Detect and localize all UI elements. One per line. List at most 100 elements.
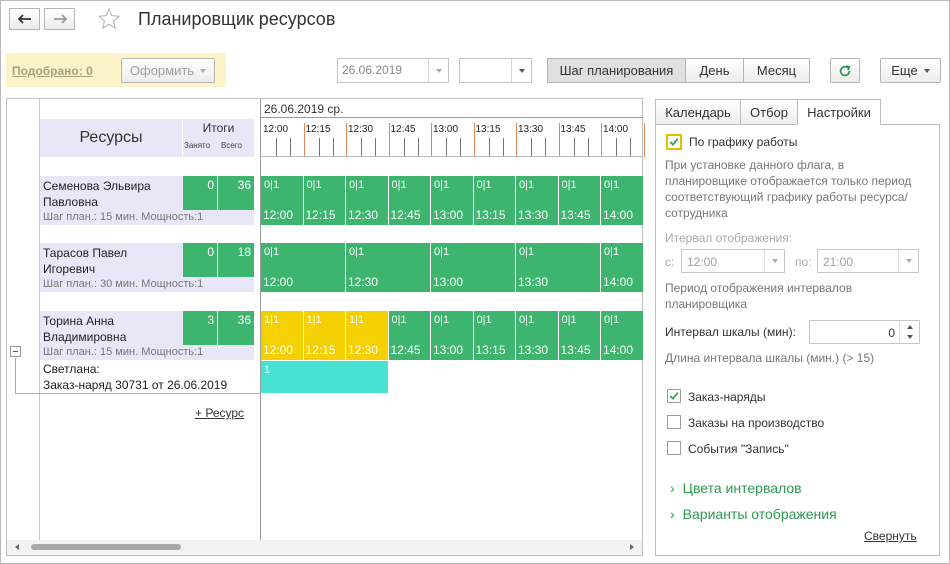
scroll-right-icon[interactable] — [630, 544, 634, 550]
order-interval-value: 1 — [264, 364, 271, 376]
time-tick-label: 14:00 — [603, 124, 629, 135]
time-slot[interactable]: 1|1 12:00 — [261, 311, 303, 360]
scale-input[interactable]: 0 — [809, 320, 920, 344]
tab-calendar[interactable]: Календарь — [655, 99, 741, 125]
total-count: 36 — [218, 311, 254, 345]
star-icon[interactable] — [97, 7, 121, 31]
more-button-label: Еще — [891, 63, 918, 78]
more-button[interactable]: Еще — [880, 58, 941, 83]
totals-title: Итоги — [202, 121, 235, 135]
slot-capacity: 0|1 — [604, 314, 620, 326]
resource-name[interactable]: Тарасов Павел Игоревич — [40, 243, 183, 277]
selected-count-link[interactable]: Подобрано: 0 — [12, 64, 93, 78]
from-time-input[interactable]: 12:00 — [681, 249, 785, 273]
forward-button[interactable] — [44, 8, 75, 30]
time-slot[interactable]: 0|1 13:30 — [516, 243, 600, 292]
time-slot[interactable]: 0|1 13:15 — [473, 311, 515, 360]
time-slot[interactable]: 0|1 14:00 — [601, 176, 643, 225]
option-checkbox[interactable] — [667, 415, 681, 429]
time-slot[interactable]: 0|1 13:15 — [473, 176, 515, 225]
scroll-left-icon[interactable] — [15, 544, 19, 550]
chevron-down-icon — [200, 68, 207, 73]
time-slot[interactable]: 0|1 13:00 — [431, 311, 473, 360]
scale-spinner[interactable] — [899, 321, 919, 343]
date-dropdown-button[interactable] — [428, 59, 448, 82]
chevron-up-icon[interactable] — [907, 325, 913, 329]
slot-capacity: 0|1 — [561, 179, 577, 191]
time-tick-major — [431, 123, 432, 157]
time-slot[interactable]: 0|1 13:00 — [431, 176, 473, 225]
resource-name[interactable]: Торина Анна Владимировна — [40, 311, 183, 345]
tab-filter[interactable]: Отбор — [740, 99, 798, 125]
slot-capacity: 0|1 — [519, 314, 535, 326]
time-slot[interactable]: 0|1 14:00 — [601, 243, 643, 292]
time-slot[interactable]: 0|1 13:30 — [516, 311, 558, 360]
time-tick-minor — [417, 138, 419, 157]
slot-time: 12:00 — [263, 275, 294, 289]
time-slot[interactable]: 0|1 13:45 — [558, 311, 600, 360]
back-button[interactable] — [9, 8, 40, 30]
time-slot[interactable]: 0|1 13:45 — [558, 176, 600, 225]
schedule-date: 26.06.2019 ср. — [264, 102, 344, 116]
time-slot[interactable]: 0|1 14:00 — [601, 311, 643, 360]
time-tick-minor — [276, 138, 278, 157]
option-checkbox[interactable] — [667, 389, 681, 403]
time-slot[interactable]: 0|1 12:30 — [346, 243, 430, 292]
time-tick-major — [303, 123, 305, 157]
time-tick-label: 12:45 — [390, 124, 416, 135]
time-slot[interactable]: 0|1 12:00 — [261, 176, 303, 225]
column-divider[interactable] — [260, 99, 261, 540]
order-interval[interactable]: 1 — [261, 361, 388, 393]
busy-label: Занято — [184, 141, 211, 150]
step-button[interactable]: Шаг планирования — [547, 58, 686, 83]
busy-count: 0 — [183, 243, 217, 277]
collapse-toggle[interactable] — [10, 346, 21, 357]
time-tick-minor — [403, 138, 405, 157]
horizontal-scrollbar[interactable] — [7, 540, 642, 555]
sub-row-assignee: Светлана: — [43, 362, 100, 376]
time-slot[interactable]: 0|1 12:15 — [303, 176, 345, 225]
issue-button[interactable]: Оформить — [121, 58, 215, 83]
interval-colors-link[interactable]: › Цвета интервалов — [670, 480, 802, 496]
time-tick-label: 12:30 — [348, 124, 374, 135]
option-checkbox[interactable] — [667, 441, 681, 455]
schedule-checkbox[interactable] — [666, 134, 682, 150]
slot-time: 14:00 — [603, 343, 634, 357]
slot-time: 13:00 — [433, 208, 464, 222]
total-label: Всего — [221, 141, 242, 150]
time-slot[interactable]: 0|1 12:00 — [261, 243, 345, 292]
time-tick-minor — [630, 138, 632, 157]
slot-time: 12:30 — [348, 343, 379, 357]
time-slot[interactable]: 0|1 13:00 — [431, 243, 515, 292]
refresh-button[interactable] — [830, 58, 860, 83]
add-resource-link[interactable]: + Ресурс — [195, 406, 245, 420]
month-button[interactable]: Месяц — [743, 58, 810, 83]
time-tick-minor — [488, 138, 490, 157]
day-button[interactable]: День — [685, 58, 744, 83]
period-dropdown-button[interactable] — [511, 59, 531, 82]
busy-count: 3 — [183, 311, 217, 345]
collapse-link[interactable]: Свернуть — [864, 529, 917, 543]
to-time-dropdown[interactable] — [898, 250, 918, 272]
display-variants-link[interactable]: › Варианты отображения — [670, 506, 837, 522]
slot-capacity: 0|1 — [434, 246, 450, 258]
time-slot[interactable]: 1|1 12:15 — [303, 311, 345, 360]
chevron-down-icon — [905, 259, 912, 263]
time-slot[interactable]: 0|1 13:30 — [516, 176, 558, 225]
period-select[interactable] — [459, 58, 532, 83]
total-count: 36 — [218, 176, 254, 210]
scrollbar-thumb[interactable] — [31, 544, 181, 550]
chevron-down-icon[interactable] — [907, 335, 913, 339]
time-tick-minor — [531, 138, 533, 157]
tab-settings[interactable]: Настройки — [797, 99, 881, 125]
resource-name[interactable]: Семенова Эльвира Павловна — [40, 176, 183, 210]
time-slot[interactable]: 0|1 12:30 — [346, 176, 388, 225]
to-time-input[interactable]: 21:00 — [817, 249, 919, 273]
time-slot[interactable]: 0|1 12:45 — [388, 176, 430, 225]
time-slot[interactable]: 1|1 12:30 — [346, 311, 388, 360]
gutter-separator — [39, 99, 40, 540]
from-time-value: 12:00 — [687, 255, 718, 269]
time-slot[interactable]: 0|1 12:45 — [388, 311, 430, 360]
from-time-dropdown[interactable] — [764, 250, 784, 272]
date-input[interactable]: 26.06.2019 — [337, 58, 449, 83]
